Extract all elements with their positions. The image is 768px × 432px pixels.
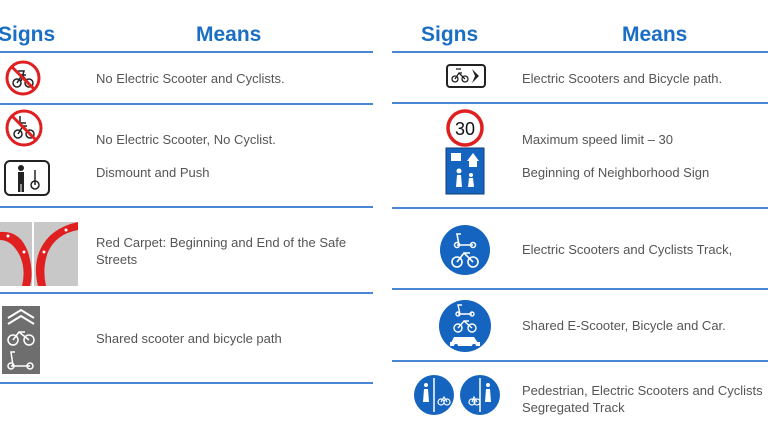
- meaning-red-carpet: Red Carpet: Beginning and End of the Saf…: [96, 235, 347, 267]
- meaning-neighborhood: Beginning of Neighborhood Sign: [522, 165, 710, 180]
- shared-scooter-bicycle-car-icon: [438, 299, 492, 353]
- left-bottom-rule: [0, 382, 373, 384]
- dismount-push-icon: [4, 160, 50, 196]
- left-means-header: Means: [196, 23, 262, 46]
- meaning-shared-scooter-bicycle-car: Shared E-Scooter, Bicycle and Car.: [522, 318, 726, 333]
- no-scooter-no-cyclist-icon: [4, 108, 44, 148]
- neighborhood-icon: [445, 147, 485, 195]
- meaning-no-scooter-cyclists: No Electric Scooter and Cyclists.: [96, 71, 285, 86]
- left-header-rule: [0, 51, 373, 53]
- right-row-rule-3: [392, 288, 768, 290]
- meaning-no-scooter-no-cyclist: No Electric Scooter, No Cyclist.: [96, 132, 276, 147]
- left-row-rule-3: [0, 292, 373, 294]
- meaning-shared-scooter-bicycle: Shared scooter and bicycle path: [96, 331, 282, 346]
- meaning-scooter-bicycle-path: Electric Scooters and Bicycle path.: [522, 71, 723, 86]
- right-row-rule-4: [392, 360, 768, 362]
- left-signs-header: Signs: [0, 23, 56, 46]
- meaning-speed-limit: Maximum speed limit – 30: [522, 132, 673, 147]
- left-row-rule-2: [0, 206, 373, 208]
- no-scooter-bicycle-icon: [4, 59, 42, 97]
- meaning-dismount-push: Dismount and Push: [96, 165, 210, 180]
- scooter-cyclist-track-icon: [439, 224, 491, 276]
- right-row-rule-1: [392, 102, 768, 104]
- right-header-rule: [392, 51, 768, 53]
- right-signs-header: Signs: [421, 23, 479, 46]
- red-carpet-icon: [0, 222, 78, 286]
- speed-limit-icon: 30: [446, 109, 484, 147]
- left-row-rule-1: [0, 103, 373, 105]
- right-means-header: Means: [622, 23, 688, 46]
- segregated-track-icon: [413, 374, 501, 416]
- scooter-bicycle-path-arrow-icon: [446, 64, 486, 88]
- shared-scooter-bicycle-path-icon: [2, 306, 40, 374]
- right-row-rule-2: [392, 207, 768, 209]
- meaning-scooter-cyclist-track: Electric Scooters and Cyclists Track,: [522, 242, 733, 257]
- speed-limit-number: 30: [455, 119, 475, 139]
- meaning-segregated-track: Pedestrian, Electric Scooters and Cyclis…: [522, 383, 763, 415]
